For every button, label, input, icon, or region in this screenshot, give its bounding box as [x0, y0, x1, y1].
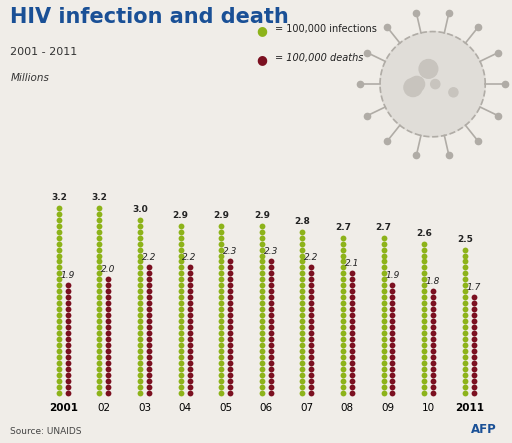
Circle shape	[449, 88, 458, 97]
Circle shape	[380, 31, 485, 137]
Text: Source: UNAIDS: Source: UNAIDS	[10, 427, 82, 436]
Text: 2.2: 2.2	[142, 253, 156, 262]
Text: 1.7: 1.7	[466, 283, 481, 292]
Text: 2.7: 2.7	[375, 223, 392, 232]
Text: 1.9: 1.9	[386, 271, 400, 280]
Text: 2.3: 2.3	[264, 247, 278, 256]
Text: 2.1: 2.1	[345, 259, 359, 268]
Text: 2.0: 2.0	[101, 265, 116, 274]
Circle shape	[404, 78, 422, 97]
Text: HIV infection and death: HIV infection and death	[10, 7, 289, 27]
Text: 2.5: 2.5	[457, 235, 473, 244]
Text: 2.9: 2.9	[173, 211, 188, 220]
Text: 2001 - 2011: 2001 - 2011	[10, 47, 77, 57]
Text: Millions: Millions	[10, 73, 49, 83]
Text: = 100,000 deaths: = 100,000 deaths	[275, 53, 364, 63]
Text: 2.2: 2.2	[304, 253, 318, 262]
Text: 2.9: 2.9	[213, 211, 229, 220]
Text: 2.6: 2.6	[416, 229, 432, 238]
Text: ●: ●	[256, 24, 267, 37]
Text: ●: ●	[256, 53, 267, 66]
Text: 2.7: 2.7	[335, 223, 351, 232]
Text: = 100,000 infections: = 100,000 infections	[275, 24, 377, 35]
Text: 1.8: 1.8	[426, 277, 440, 286]
Text: 3.0: 3.0	[132, 206, 148, 214]
Text: 2.8: 2.8	[294, 218, 310, 226]
Circle shape	[409, 76, 424, 92]
Text: 2.2: 2.2	[182, 253, 197, 262]
Text: 2.9: 2.9	[254, 211, 270, 220]
Text: 1.9: 1.9	[60, 271, 75, 280]
Circle shape	[431, 79, 440, 89]
Text: AFP: AFP	[471, 424, 497, 436]
Circle shape	[419, 59, 438, 78]
Text: 2.3: 2.3	[223, 247, 237, 256]
Text: 3.2: 3.2	[92, 194, 108, 202]
Text: 3.2: 3.2	[51, 194, 67, 202]
